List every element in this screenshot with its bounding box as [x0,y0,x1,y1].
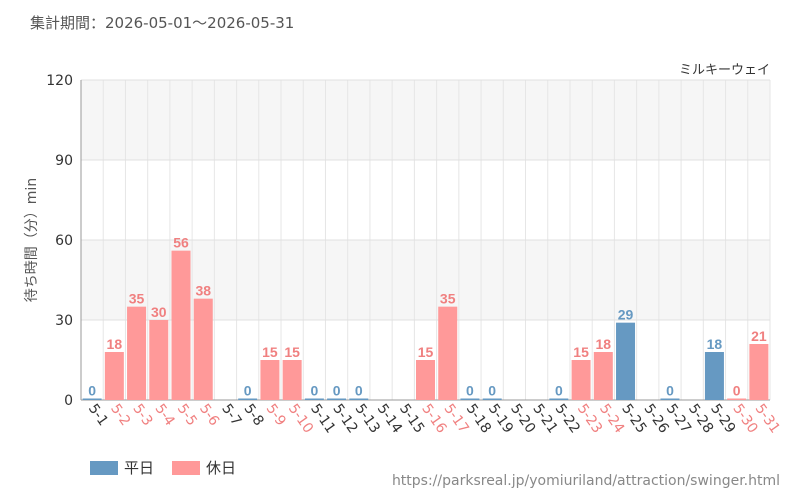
bar [82,398,102,400]
plot-band [81,160,770,240]
bar-value-label: 29 [618,307,634,323]
bar [149,320,169,400]
bar [416,360,435,400]
legend-label-weekday: 平日 [124,459,155,477]
bar-value-label: 18 [596,336,612,352]
legend-item-weekday[interactable]: 平日 [90,457,154,478]
bar [549,398,569,400]
bar [571,360,591,400]
bar-value-label: 0 [355,383,363,399]
x-tick-label: 5-9 [263,401,289,429]
y-tick-label: 90 [55,153,73,169]
bar [727,398,747,400]
bar-value-label: 21 [751,328,767,344]
bar [482,398,502,400]
bar [327,398,347,400]
bar [193,298,213,400]
bar-value-label: 0 [88,383,96,399]
plot-band [81,80,770,160]
period-text: 集計期間：2026-05-01～2026-05-31 [30,14,295,32]
bar [438,306,458,400]
bar-value-label: 18 [107,336,123,352]
bar [616,322,636,400]
bar-value-label: 56 [173,235,189,251]
y-tick-label: 120 [46,73,73,89]
chart-subtitle: ミルキーウェイ [679,63,770,78]
bar [704,352,724,400]
bar [282,360,302,400]
legend: 平日 休日 [90,457,236,478]
x-tick-label: 5-4 [152,401,178,429]
y-tick-label: 0 [64,393,73,409]
bar-value-label: 30 [151,304,167,320]
bar [460,398,480,400]
bar [127,306,147,400]
x-tick-label: 5-2 [107,401,133,429]
bar [171,250,191,400]
legend-item-holiday[interactable]: 休日 [172,457,236,478]
bar [593,352,613,400]
x-tick-label: 5-8 [240,401,266,429]
bar-value-label: 18 [707,336,723,352]
x-tick-label: 5-7 [218,401,244,429]
bar-value-label: 15 [262,344,278,360]
x-tick-label: 5-1 [85,401,111,429]
bar-value-label: 0 [666,383,674,399]
bar-value-label: 0 [466,383,474,399]
x-tick-label: 5-5 [174,401,200,429]
bar-value-label: 38 [195,283,211,299]
x-tick-label: 5-3 [129,401,155,429]
bar [104,352,124,400]
y-tick-label: 30 [55,313,73,329]
bar [349,398,369,400]
legend-swatch-weekday [90,460,118,475]
bar-value-label: 0 [733,383,741,399]
bar [238,398,258,400]
bar-value-label: 15 [418,344,434,360]
bar-value-label: 0 [310,383,318,399]
bar-value-label: 35 [129,291,145,307]
legend-swatch-holiday [172,460,201,475]
bar-value-label: 15 [573,344,589,360]
y-tick-label: 60 [55,233,73,249]
bar-value-label: 0 [244,383,252,399]
y-axis-label: 待ち時間（分）min [24,178,40,302]
bar-value-label: 15 [284,344,300,360]
bar [749,344,769,400]
bar [260,360,280,400]
bar-value-label: 0 [333,383,341,399]
legend-label-holiday: 休日 [206,459,237,477]
bar-value-label: 0 [555,383,563,399]
bar-value-label: 35 [440,291,456,307]
bar [304,398,324,400]
bar-value-label: 0 [488,383,496,399]
source-url[interactable]: https://parksreal.jp/yomiuriland/attract… [391,473,780,489]
bar [660,398,680,400]
x-tick-label: 5-6 [196,401,222,429]
x-tick-label: 5-31 [752,401,783,436]
